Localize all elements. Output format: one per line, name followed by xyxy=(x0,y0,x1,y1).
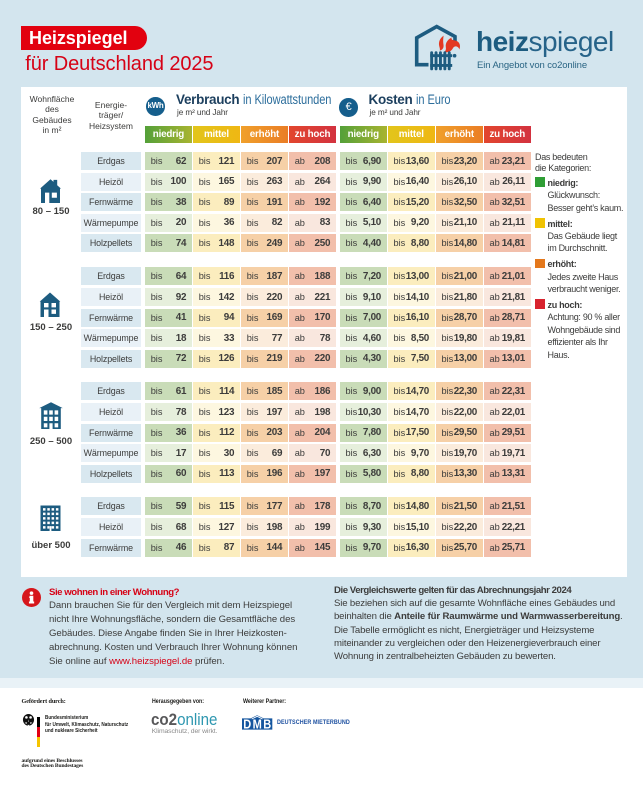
svg-text:DMB: DMB xyxy=(243,717,271,730)
